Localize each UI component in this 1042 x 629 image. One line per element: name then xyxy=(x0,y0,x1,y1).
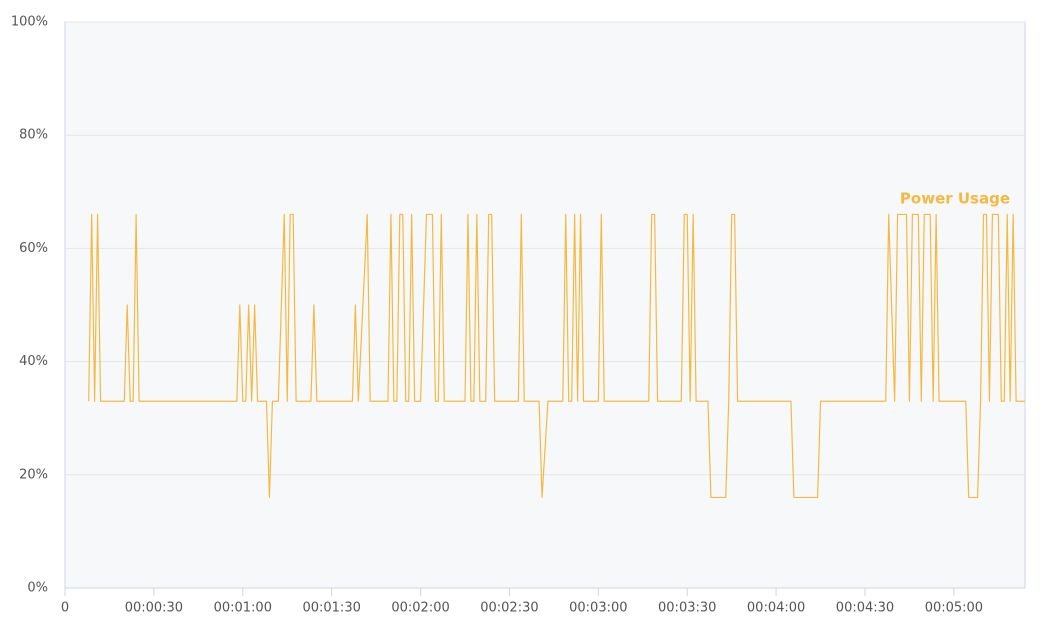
x-tick-label: 00:01:00 xyxy=(214,601,272,616)
x-tick-label: 00:04:00 xyxy=(747,601,805,616)
x-tick-label: 00:00:30 xyxy=(125,601,183,616)
y-tick-label: 20% xyxy=(19,467,48,482)
x-tick-label: 0 xyxy=(61,601,69,616)
y-tick-label: 100% xyxy=(11,15,48,30)
x-tick-label: 00:02:00 xyxy=(391,601,449,616)
y-tick-label: 60% xyxy=(19,241,48,256)
x-tick-label: 00:01:30 xyxy=(302,601,360,616)
x-tick-label: 00:03:30 xyxy=(658,601,716,616)
series-label: Power Usage xyxy=(900,190,1010,208)
plot-area xyxy=(64,21,1026,589)
y-tick-label: 80% xyxy=(19,128,48,143)
x-tick-label: 00:04:30 xyxy=(836,601,894,616)
y-tick-label: 40% xyxy=(19,354,48,369)
x-tick-label: 00:02:30 xyxy=(480,601,538,616)
x-tick-label: 00:03:00 xyxy=(569,601,627,616)
y-tick-label: 0% xyxy=(27,581,48,596)
x-tick-label: 00:05:00 xyxy=(925,601,983,616)
line xyxy=(88,213,1025,499)
